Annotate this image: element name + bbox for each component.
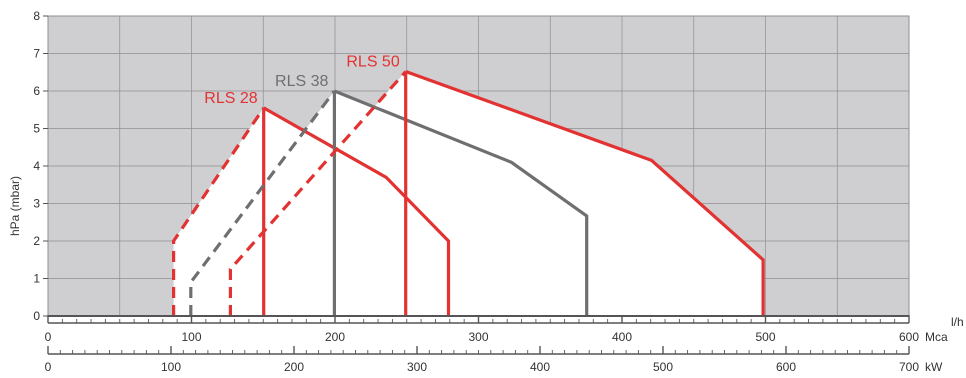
x-axis-2-tick-label: 300 [407,360,427,374]
x-axis-1-tick-label: 400 [612,330,632,344]
x-axis-2-unit: kW [925,360,943,374]
series-name-label: RLS 38 [275,73,328,90]
x-axis-2-tick-label: 600 [776,360,796,374]
y-axis-label: hPa (mbar) [8,176,22,236]
series-name-label: RLS 28 [204,90,257,107]
y-tick-label: 2 [33,234,40,248]
x-axis-2-tick-label: 200 [284,360,304,374]
y-tick-label: 0 [33,309,40,323]
y-tick-label: 3 [33,197,40,211]
y-tick-label: 1 [33,272,40,286]
x-axis-2-tick-label: 100 [161,360,181,374]
x-axis-2-tick-label: 0 [45,360,52,374]
series-start-dashed [228,70,407,316]
x-axis-2-tick-label: 400 [530,360,550,374]
x-axis-1-tick-label: 500 [755,330,775,344]
working-area-2 [230,71,764,316]
series-line [262,106,451,316]
x-axis-1-tick-label: 100 [181,330,201,344]
y-tick-label: 5 [33,122,40,136]
series-line [333,89,589,316]
series-line [405,69,765,316]
series-start-dashed [172,107,266,316]
series-layer: RLS 28 RLS 38 RLS 50 [172,54,765,316]
y-tick-label: 7 [33,47,40,61]
series-name-label: RLS 50 [346,54,399,71]
x-axis-1-tick-label: 0 [45,330,52,344]
x-axis-2-tick-label: 700 [899,360,919,374]
y-tick-label: 8 [33,9,40,23]
x-axis-1-tick-label: 600 [899,330,919,344]
x-axis-1-unit: l/h [951,315,964,329]
working-area-layer [173,71,764,317]
x-axis-2-tick-label: 500 [653,360,673,374]
y-tick-label: 6 [33,84,40,98]
x-axis-1-tick-label: 300 [468,330,488,344]
x-axis-1-tick-label: 200 [325,330,345,344]
x-axis-1-unit-suffix: Mca [925,330,948,344]
y-tick-label: 4 [33,159,40,173]
